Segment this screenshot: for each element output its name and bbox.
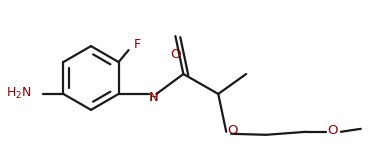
Text: H: H xyxy=(151,93,158,103)
Text: N: N xyxy=(148,91,158,104)
Text: O: O xyxy=(328,124,338,137)
Text: F: F xyxy=(134,38,141,51)
Text: O: O xyxy=(170,48,181,61)
Text: O: O xyxy=(227,124,238,137)
Text: $\mathregular{H_2N}$: $\mathregular{H_2N}$ xyxy=(6,86,32,102)
